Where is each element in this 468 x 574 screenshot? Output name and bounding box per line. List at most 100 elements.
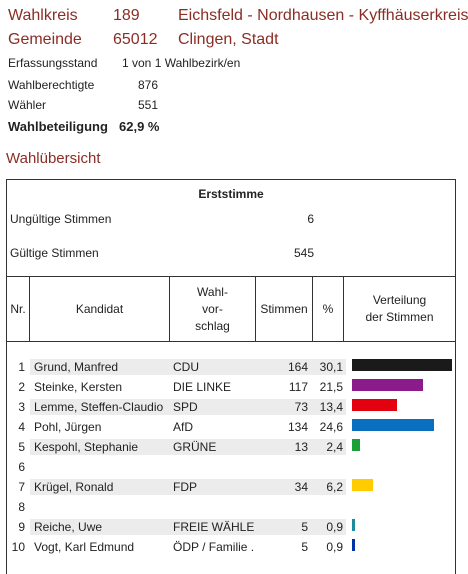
candidate-votes: 34: [294, 480, 308, 494]
row-band: [30, 359, 346, 375]
candidate-name: Pohl, Jürgen: [34, 420, 102, 434]
candidate-name: Lemme, Steffen-Claudio: [34, 400, 164, 414]
candidate-party: SPD: [173, 400, 198, 414]
column-header-verteilung: Verteilung der Stimmen: [344, 276, 456, 342]
vote-share-bar: [352, 439, 360, 451]
ungueltige-value: 6: [307, 212, 314, 226]
vote-share-bar: [352, 399, 397, 411]
candidate-number: 5: [18, 440, 25, 454]
table-row: 2 Steinke, Kersten DIE LINKE 117 21,5: [6, 377, 346, 397]
gueltige-value: 545: [293, 246, 314, 260]
candidate-number: 2: [18, 380, 25, 394]
row-band: [30, 479, 346, 495]
candidate-name: Grund, Manfred: [34, 360, 119, 374]
candidate-votes: [256, 457, 311, 477]
candidate-votes: 164: [287, 360, 308, 374]
candidate-number: 6: [18, 460, 25, 474]
gemeinde-name: Clingen, Stadt: [178, 31, 279, 48]
vote-share-bar: [352, 379, 423, 391]
table-row: 3 Lemme, Steffen-Claudio SPD 73 13,4: [6, 397, 346, 417]
table-row: 5 Kespohl, Stephanie GRÜNE 13 2,4: [6, 437, 346, 457]
wahlkreis-name: Eichsfeld - Nordhausen - Kyffhäuserkreis: [178, 7, 468, 24]
column-header-nr: Nr.: [6, 276, 30, 342]
gemeinde-label: Gemeinde: [8, 31, 82, 48]
gueltige-label: Gültige Stimmen: [10, 246, 99, 260]
table-row: 7 Krügel, Ronald FDP 34 6,2: [6, 477, 346, 497]
candidate-votes: [256, 497, 311, 517]
candidate-votes: 5: [301, 540, 308, 554]
candidate-name: Steinke, Kersten: [34, 380, 123, 394]
erfassungsstand-label: Erfassungsstand: [8, 56, 98, 70]
candidate-name: Kespohl, Stephanie: [34, 440, 139, 454]
ungueltige-row: Ungültige Stimmen 6: [10, 212, 314, 226]
candidate-number: 9: [18, 520, 25, 534]
wahlbeteiligung-value: 62,9 %: [119, 119, 160, 134]
column-header-prozent: %: [313, 276, 344, 342]
wahlkreis-label: Wahlkreis: [8, 7, 78, 24]
table-row: 4 Pohl, Jürgen AfD 134 24,6: [6, 417, 346, 437]
candidate-party: GRÜNE: [173, 440, 217, 454]
candidate-number: 8: [18, 500, 25, 514]
candidate-votes: 117: [288, 380, 308, 394]
candidate-party: FREIE WÄHLER: [173, 520, 254, 534]
candidate-party: CDU: [173, 360, 199, 374]
candidate-party: FDP: [173, 480, 197, 494]
table-row: 6: [6, 457, 346, 477]
gueltige-row: Gültige Stimmen 545: [10, 246, 314, 260]
candidate-number: 7: [18, 480, 25, 494]
candidate-percent: 13,4: [319, 400, 343, 414]
row-band: [30, 519, 346, 535]
wahlberechtigte-value: 876: [138, 78, 159, 92]
candidate-percent: 6,2: [326, 480, 343, 494]
wahlberechtigte-label: Wahlberechtigte: [8, 78, 95, 92]
column-header-kandidat: Kandidat: [30, 276, 170, 342]
candidate-votes: 13: [294, 440, 308, 454]
waehler-value: 551: [138, 98, 159, 112]
candidate-party: DIE LINKE: [173, 380, 232, 394]
erfassungsstand-value: 1 von 1 Wahlbezirk/en: [122, 56, 241, 70]
candidate-percent: 30,1: [319, 360, 343, 374]
ungueltige-label: Ungültige Stimmen: [10, 212, 112, 226]
wahlkreis-number: 189: [113, 7, 140, 24]
candidate-percent: 24,6: [319, 420, 343, 434]
column-header-wahlvorschlag: Wahl- vor- schlag: [170, 276, 256, 342]
row-band: [30, 439, 346, 455]
vote-share-bar: [352, 359, 452, 371]
candidate-name: [30, 457, 168, 477]
table-row: 8: [6, 497, 346, 517]
section-title: Wahlübersicht: [6, 150, 101, 167]
candidate-number: 10: [11, 540, 25, 554]
table-row: 1 Grund, Manfred CDU 164 30,1: [6, 357, 346, 377]
table-row: 9 Reiche, Uwe FREIE WÄHLER 5 0,9: [6, 517, 346, 537]
wahlbeteiligung-label: Wahlbeteiligung: [8, 119, 108, 134]
candidate-name: Krügel, Ronald: [34, 480, 114, 494]
candidate-name: Reiche, Uwe: [34, 520, 103, 534]
candidate-party: ÖDP / Familie ..: [173, 540, 254, 554]
candidate-party: [170, 497, 254, 517]
candidate-votes: 5: [301, 520, 308, 534]
candidate-number: 1: [18, 360, 25, 374]
candidate-percent: 21,5: [319, 380, 343, 394]
waehler-label: Wähler: [8, 98, 47, 112]
candidate-number: 3: [18, 400, 25, 414]
candidate-votes: 73: [294, 400, 308, 414]
erststimme-title: Erststimme: [198, 187, 264, 201]
results-table: Erststimme Ungültige Stimmen 6 Gültige S…: [6, 179, 456, 574]
candidate-name: [30, 497, 168, 517]
candidate-votes: 134: [287, 420, 308, 434]
vote-share-bar: [352, 519, 355, 531]
gemeinde-number: 65012: [113, 31, 158, 48]
row-band: [30, 399, 346, 415]
candidate-party: AfD: [173, 420, 194, 434]
candidate-percent: 0,9: [326, 520, 343, 534]
candidate-party: [170, 457, 254, 477]
vote-share-bar: [352, 539, 355, 551]
table-row: 10 Vogt, Karl Edmund ÖDP / Familie .. 5 0,9: [6, 537, 346, 557]
vote-share-bar: [352, 479, 373, 491]
candidate-name: Vogt, Karl Edmund: [34, 540, 135, 554]
candidate-percent: [313, 497, 345, 517]
column-header-stimmen: Stimmen: [256, 276, 313, 342]
candidate-number: 4: [18, 420, 25, 434]
vote-share-bar: [352, 419, 434, 431]
candidate-percent: 2,4: [326, 440, 343, 454]
